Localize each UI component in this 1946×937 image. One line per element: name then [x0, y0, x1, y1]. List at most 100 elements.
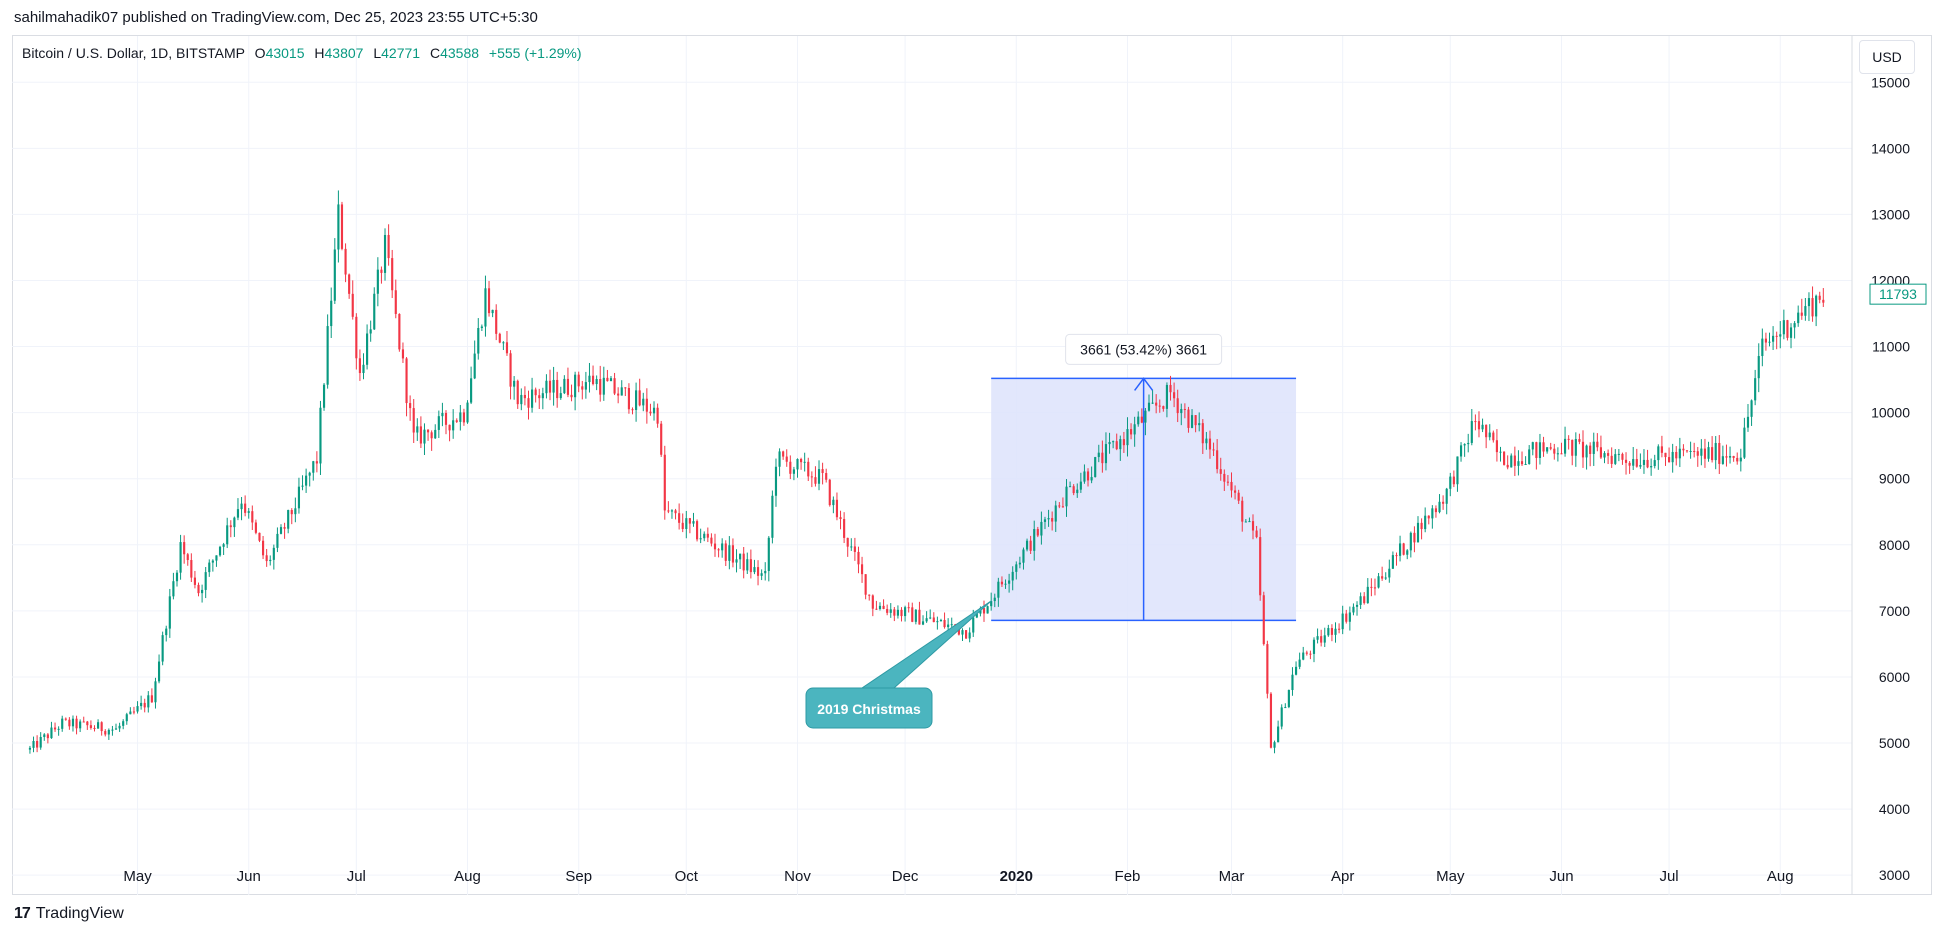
candle-body: [57, 728, 60, 730]
candle-body: [190, 560, 193, 578]
candle-body: [333, 249, 336, 301]
candle-body: [1398, 543, 1402, 556]
candle-body: [1693, 450, 1696, 452]
candle-body: [1316, 636, 1319, 640]
candle-body: [376, 269, 379, 294]
candle-body: [1739, 457, 1742, 462]
candle-body: [79, 721, 82, 729]
candle-body: [1251, 521, 1255, 531]
candle-body: [785, 456, 788, 462]
candle-body: [1456, 456, 1459, 485]
currency-button[interactable]: USD: [1859, 40, 1915, 74]
candle-body: [531, 389, 534, 408]
candle-body: [774, 466, 778, 496]
candle-body: [929, 617, 932, 619]
candle-body: [1786, 320, 1789, 338]
candle-body: [1535, 442, 1538, 458]
candle-body: [1373, 587, 1377, 589]
candle-body: [197, 584, 200, 594]
candle-body: [674, 510, 677, 514]
low-label: L: [373, 45, 382, 61]
candle-body: [1459, 445, 1463, 457]
candle-body: [652, 407, 656, 414]
candle-body: [1531, 442, 1534, 450]
candle-body: [201, 589, 204, 594]
candle-body: [1244, 521, 1247, 523]
candle-body: [1513, 455, 1516, 466]
candle-body: [1036, 529, 1039, 536]
candle-body: [330, 300, 333, 327]
candle-body: [609, 378, 613, 382]
candle-body: [1284, 707, 1287, 709]
candle-body: [1054, 505, 1057, 522]
candle-body: [448, 424, 451, 431]
candle-body: [68, 719, 71, 727]
candle-body: [244, 503, 247, 513]
candle-body: [886, 608, 889, 613]
y-tick-label: 6000: [1879, 669, 1910, 685]
candle-body: [527, 398, 530, 408]
candle-body: [613, 378, 616, 394]
candle-body: [1621, 453, 1624, 460]
candle-body: [297, 486, 301, 509]
candle-body: [1241, 500, 1244, 522]
high-value: 43807: [324, 45, 364, 61]
candle-body: [1807, 298, 1811, 307]
candle-body: [1495, 440, 1498, 453]
candle-body: [1090, 477, 1093, 481]
candle-body: [362, 364, 365, 374]
candle-body: [430, 432, 433, 439]
candle-body: [1725, 456, 1728, 458]
candle-body: [617, 393, 620, 396]
candle-body: [932, 617, 935, 623]
candle-body: [688, 518, 691, 524]
candle-body: [1474, 421, 1477, 423]
candle-body: [215, 555, 218, 561]
candle-body: [1208, 438, 1212, 450]
candle-body: [814, 477, 817, 484]
candle-body: [559, 393, 562, 399]
candle-body: [383, 234, 387, 273]
candle-body: [850, 546, 853, 548]
candle-body: [1560, 453, 1563, 455]
x-tick-label: Feb: [1115, 868, 1141, 885]
candle-body: [947, 624, 950, 628]
close-label: C: [429, 45, 441, 61]
candle-body: [552, 379, 555, 393]
candle-body: [416, 426, 419, 433]
candle-body: [753, 567, 756, 573]
candle-body: [229, 525, 232, 528]
candle-body: [1416, 522, 1420, 543]
candle-body: [964, 630, 968, 639]
candle-body: [470, 378, 473, 403]
candle-body: [1761, 338, 1764, 357]
candle-body: [1413, 532, 1416, 543]
candle-body: [875, 608, 878, 610]
candle-body: [907, 607, 910, 609]
y-tick-label: 3000: [1879, 867, 1910, 883]
candle-body: [1592, 441, 1595, 454]
x-tick-label: May: [123, 868, 152, 885]
candle-body: [627, 388, 630, 410]
candle-body: [1162, 406, 1165, 409]
candle-body: [1696, 451, 1699, 456]
candle-body: [857, 551, 860, 565]
candle-body: [1072, 486, 1075, 494]
symbol-legend: Bitcoin / U.S. Dollar, 1D, BITSTAMP O430…: [22, 45, 582, 61]
candle-body: [398, 313, 401, 350]
candle-body: [1043, 519, 1047, 522]
candle-body: [904, 607, 907, 617]
candle-body: [990, 601, 993, 607]
y-tick-label: 11000: [1872, 339, 1910, 355]
candle-body: [595, 379, 598, 385]
candle-body: [82, 721, 85, 723]
tradingview-footer[interactable]: 17 TradingView: [14, 905, 124, 923]
candle-body: [1352, 606, 1355, 613]
candle-body: [1126, 429, 1129, 446]
candle-body: [1678, 448, 1681, 459]
candle-body: [1574, 439, 1577, 456]
candle-body: [1338, 628, 1341, 630]
candle-body: [1334, 628, 1337, 635]
candle-body: [409, 403, 412, 409]
